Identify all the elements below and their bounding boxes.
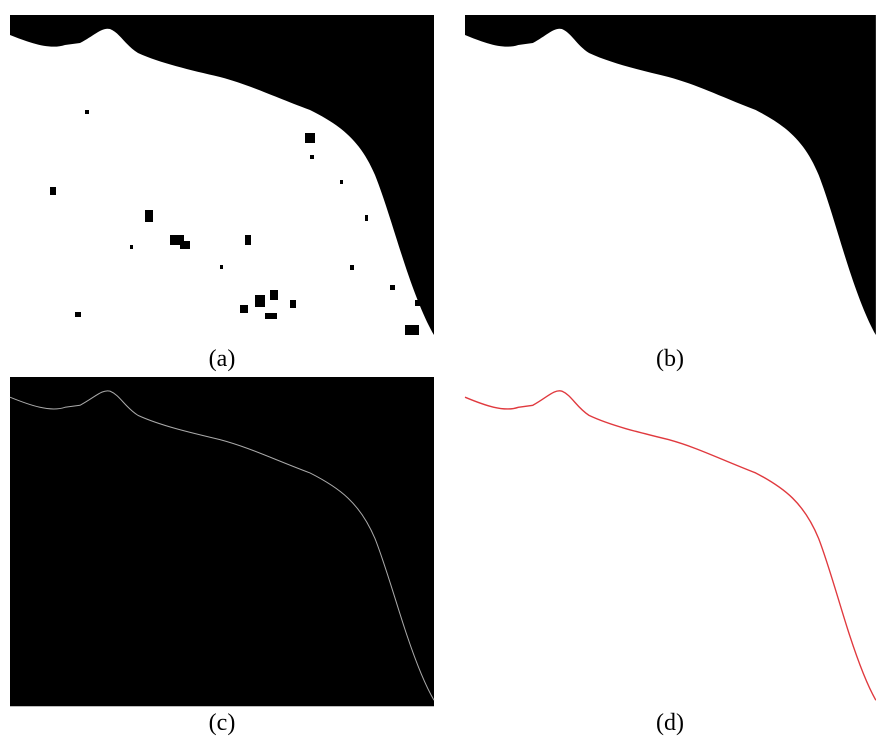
panel-label: (c): [209, 710, 236, 736]
panel-c: [10, 377, 434, 706]
panel-label: (a): [209, 346, 236, 372]
panel-label: (b): [656, 346, 684, 372]
panel-d: [465, 377, 876, 706]
figure: (a) (b) (c) (d): [0, 0, 876, 738]
panel-a: [10, 15, 434, 341]
panel-b: [465, 15, 876, 341]
panel-label: (d): [656, 710, 684, 736]
